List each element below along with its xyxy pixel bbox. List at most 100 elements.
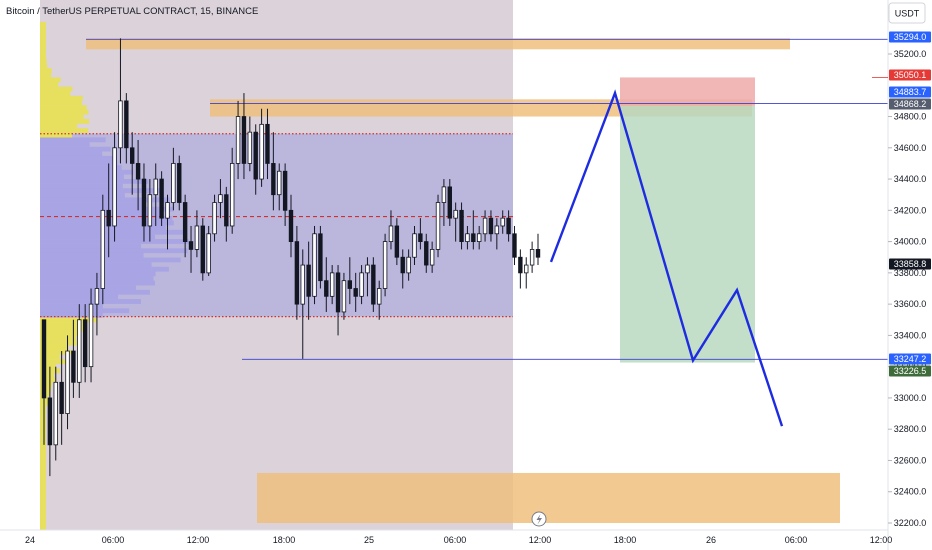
candle-body <box>47 397 53 446</box>
profile-row <box>40 206 174 212</box>
candle-body <box>106 209 111 227</box>
profile-row <box>40 331 82 337</box>
profile-row <box>40 409 46 415</box>
time-axis: 24 06:00 12:00 18:00 25 06:00 12:00 18:00 26 06:0… <box>0 529 893 545</box>
profile-row <box>40 35 46 41</box>
time-tick-label: 06:00 <box>102 535 125 545</box>
time-tick-label: 12:00 <box>529 535 552 545</box>
profile-row <box>40 188 161 194</box>
profile-row <box>40 77 61 83</box>
profile-row <box>40 72 52 78</box>
candle-body <box>218 194 223 203</box>
profile-row <box>40 520 46 526</box>
time-tick-label: 12:00 <box>187 535 210 545</box>
candle-body <box>294 241 300 305</box>
candle-body <box>130 147 135 164</box>
candle-body <box>300 264 305 305</box>
candle-body <box>529 249 535 266</box>
candle-body <box>171 163 176 203</box>
profile-row <box>40 183 123 189</box>
profile-row <box>40 165 122 170</box>
profile-row <box>40 160 118 166</box>
candle-body <box>206 233 211 274</box>
profile-row <box>40 322 86 327</box>
profile-row <box>40 493 46 498</box>
candle-body <box>241 116 247 164</box>
profile-row <box>40 479 46 485</box>
currency-button-label[interactable]: USDT <box>895 9 920 19</box>
profile-row <box>40 128 89 134</box>
profile-row <box>40 211 160 217</box>
profile-row <box>40 294 119 300</box>
candle-body <box>347 280 353 289</box>
profile-row <box>40 285 137 291</box>
time-tick-label: 26 <box>706 535 716 545</box>
candle-body <box>341 280 347 313</box>
time-tick-label: 06:00 <box>785 535 808 545</box>
profile-row <box>40 363 56 369</box>
profile-row <box>40 372 55 378</box>
candle-body <box>506 217 511 235</box>
candle-body <box>335 272 341 313</box>
profile-row <box>40 262 152 267</box>
profile-row <box>40 142 90 147</box>
profile-row <box>40 414 46 420</box>
profile-row <box>40 100 82 106</box>
profile-row <box>40 460 46 466</box>
stop-zone <box>620 77 755 106</box>
profile-row <box>40 49 46 55</box>
candle-body <box>141 178 147 227</box>
candle-body <box>482 217 488 235</box>
profile-row <box>40 405 46 411</box>
candle-body <box>324 280 329 297</box>
currency-button[interactable]: USDT <box>888 2 926 24</box>
profile-row <box>40 109 89 115</box>
candle-body <box>359 272 364 297</box>
candle-body <box>100 209 106 289</box>
candle-body <box>271 163 276 196</box>
candle-body <box>441 186 447 203</box>
candle-body <box>535 249 541 258</box>
candle-body <box>488 217 494 235</box>
price-tick-label: 34800.0 <box>894 112 927 122</box>
candle-body <box>518 256 523 274</box>
profile-row <box>40 179 149 184</box>
candle-body <box>471 233 476 243</box>
zone-box <box>86 38 790 50</box>
profile-row <box>40 95 83 101</box>
chart-title: Bitcoin / TetherUS PERPETUAL CONTRACT, 1… <box>6 6 258 17</box>
lightning-icon[interactable] <box>531 511 547 527</box>
profile-row <box>40 502 46 508</box>
time-tick-label: 25 <box>364 535 374 545</box>
profile-row <box>40 456 46 461</box>
time-tick-label: 06:00 <box>444 535 467 545</box>
profile-row <box>40 497 46 503</box>
candle-body <box>400 256 405 274</box>
time-tick-label: 18:00 <box>273 535 296 545</box>
candle-body <box>194 225 200 250</box>
candle-body <box>353 288 358 297</box>
currency-button-frame[interactable] <box>888 2 926 24</box>
price-label-box <box>889 69 931 81</box>
price-tick-label: 33600.0 <box>894 299 927 309</box>
candle-body <box>235 116 241 164</box>
candle-body <box>365 264 370 274</box>
profile-row <box>40 465 46 471</box>
time-tick-label: 24 <box>25 535 35 545</box>
candle-body <box>112 147 117 227</box>
price-tick-label: 32200.0 <box>894 518 927 528</box>
profile-row <box>40 317 97 323</box>
candle-body <box>412 233 417 258</box>
candle-body <box>476 233 482 243</box>
candle-body <box>212 202 217 235</box>
profile-row <box>40 31 46 37</box>
profile-row <box>40 86 73 92</box>
price-tick-label: 32600.0 <box>894 455 927 465</box>
candle-body <box>524 264 529 274</box>
profile-row <box>40 58 47 64</box>
profile-row <box>40 155 117 161</box>
price-label-text: 33226.5 <box>894 366 927 376</box>
profile-row <box>40 349 72 355</box>
time-tick-label: 12:00 <box>870 535 893 545</box>
